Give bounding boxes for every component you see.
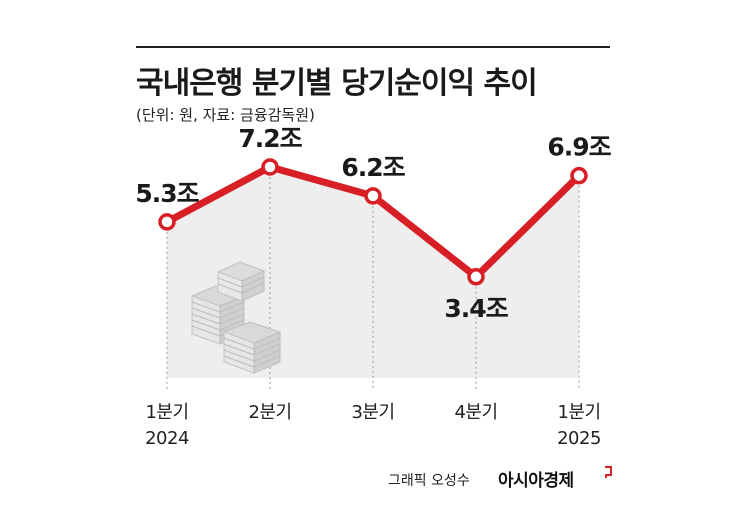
x-tick-label-1-2: 2024 xyxy=(145,428,189,449)
value-label-4: 3.4조 xyxy=(444,294,508,323)
value-label-layer: 5.3조 7.2조 6.2조 3.4조 6.9조 xyxy=(135,124,612,323)
chart-title: 국내은행 분기별 당기순이익 추이 xyxy=(136,66,538,101)
x-tick-label-5-1: 1분기 xyxy=(557,402,600,423)
data-point-4 xyxy=(467,268,485,286)
value-label-5: 6.9조 xyxy=(547,133,611,162)
brand-logo-text: 아시아경제 xyxy=(498,471,574,491)
value-label-2: 7.2조 xyxy=(238,124,302,153)
value-label-3: 6.2조 xyxy=(341,153,405,182)
data-point-2 xyxy=(261,158,279,176)
marker-layer xyxy=(158,158,588,286)
x-tick-label-2-1: 2분기 xyxy=(248,402,291,423)
chart-subtitle: (단위: 원, 자료: 금융감독원) xyxy=(136,106,315,124)
data-point-3 xyxy=(364,187,382,205)
data-point-5 xyxy=(570,166,588,185)
x-tick-label-1-1: 1분기 xyxy=(145,402,188,423)
x-tick-label-3-1: 3분기 xyxy=(351,402,394,423)
x-tick-label-5-2: 2025 xyxy=(557,428,601,449)
graphic-credit: 그래픽 오성수 xyxy=(388,473,470,489)
value-label-1: 5.3조 xyxy=(135,179,199,208)
money-stack-icon xyxy=(190,261,282,374)
top-rule xyxy=(136,46,610,48)
x-axis-labels: 1분기 2024 2분기 3분기 4분기 1분기 2025 xyxy=(145,402,601,449)
x-tick-label-4-1: 4분기 xyxy=(454,402,497,423)
data-point-1 xyxy=(158,213,176,231)
brand-mark-icon xyxy=(605,466,612,478)
